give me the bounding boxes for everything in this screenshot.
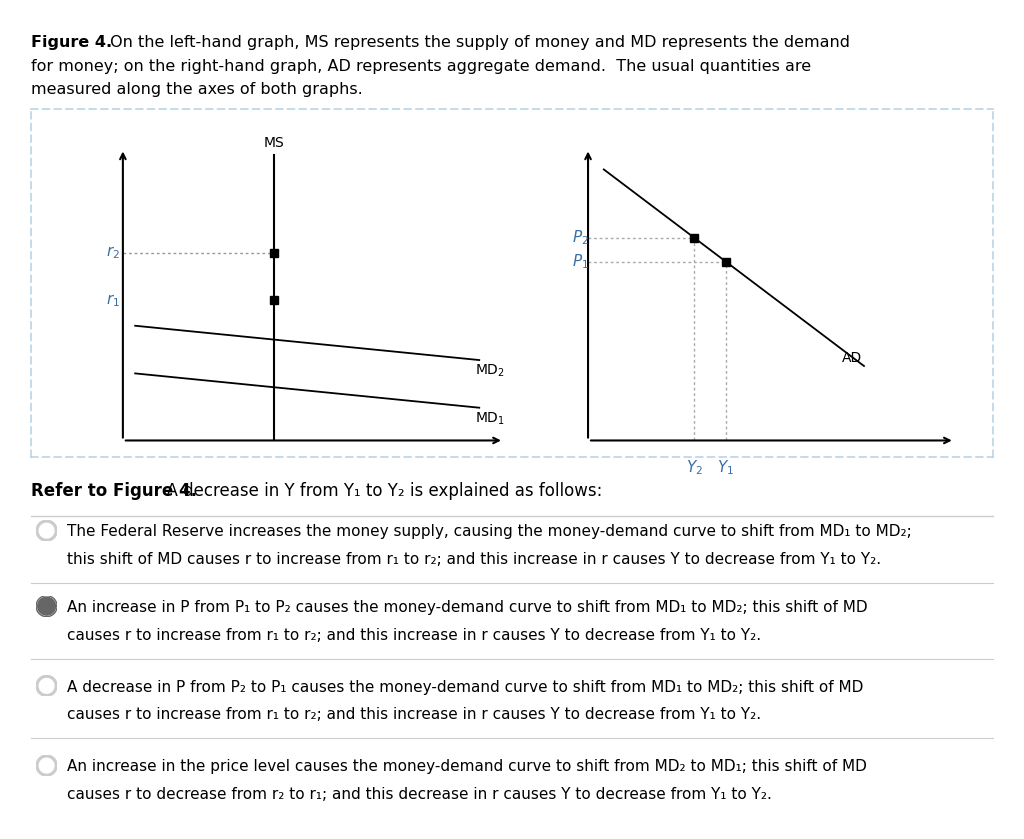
Text: $Y_2$: $Y_2$ (686, 458, 702, 477)
Text: causes r to increase from r₁ to r₂; and this increase in r causes Y to decrease : causes r to increase from r₁ to r₂; and … (67, 628, 761, 643)
Text: Figure 4.: Figure 4. (31, 35, 112, 50)
Text: for money; on the right-hand graph, AD represents aggregate demand.  The usual q: for money; on the right-hand graph, AD r… (31, 59, 811, 74)
Polygon shape (36, 520, 57, 541)
Polygon shape (36, 675, 57, 696)
Text: measured along the axes of both graphs.: measured along the axes of both graphs. (31, 82, 362, 97)
Text: AD: AD (843, 352, 862, 365)
Text: causes r to increase from r₁ to r₂; and this increase in r causes Y to decrease : causes r to increase from r₁ to r₂; and … (67, 707, 761, 722)
Text: On the left-hand graph, MS represents the supply of money and MD represents the : On the left-hand graph, MS represents th… (105, 35, 851, 50)
Text: An increase in P from P₁ to P₂ causes the money-demand curve to shift from MD₁ t: An increase in P from P₁ to P₂ causes th… (67, 600, 867, 615)
Polygon shape (38, 597, 55, 615)
Text: MS: MS (264, 136, 285, 150)
Text: $P_1$: $P_1$ (572, 253, 589, 271)
Polygon shape (39, 679, 54, 693)
Text: MD$_1$: MD$_1$ (475, 411, 505, 427)
Text: An increase in the price level causes the money-demand curve to shift from MD₂ t: An increase in the price level causes th… (67, 759, 866, 774)
Text: causes r to decrease from r₂ to r₁; and this decrease in r causes Y to decrease : causes r to decrease from r₂ to r₁; and … (67, 787, 771, 802)
Text: $r_1$: $r_1$ (106, 292, 121, 309)
Text: $P_2$: $P_2$ (572, 228, 589, 248)
Text: The Federal Reserve increases the money supply, causing the money-demand curve t: The Federal Reserve increases the money … (67, 524, 911, 539)
Text: Refer to Figure 4.: Refer to Figure 4. (31, 482, 197, 500)
Text: A decrease in P from P₂ to P₁ causes the money-demand curve to shift from MD₁ to: A decrease in P from P₂ to P₁ causes the… (67, 680, 863, 695)
Polygon shape (36, 755, 57, 776)
Text: MD$_2$: MD$_2$ (475, 363, 505, 379)
Text: $r_2$: $r_2$ (106, 244, 121, 261)
Text: this shift of MD causes r to increase from r₁ to r₂; and this increase in r caus: this shift of MD causes r to increase fr… (67, 552, 881, 567)
Polygon shape (39, 524, 54, 538)
Polygon shape (39, 758, 54, 773)
Text: A decrease in Y from Y₁ to Y₂ is explained as follows:: A decrease in Y from Y₁ to Y₂ is explain… (156, 482, 602, 500)
Text: $Y_1$: $Y_1$ (718, 458, 734, 477)
